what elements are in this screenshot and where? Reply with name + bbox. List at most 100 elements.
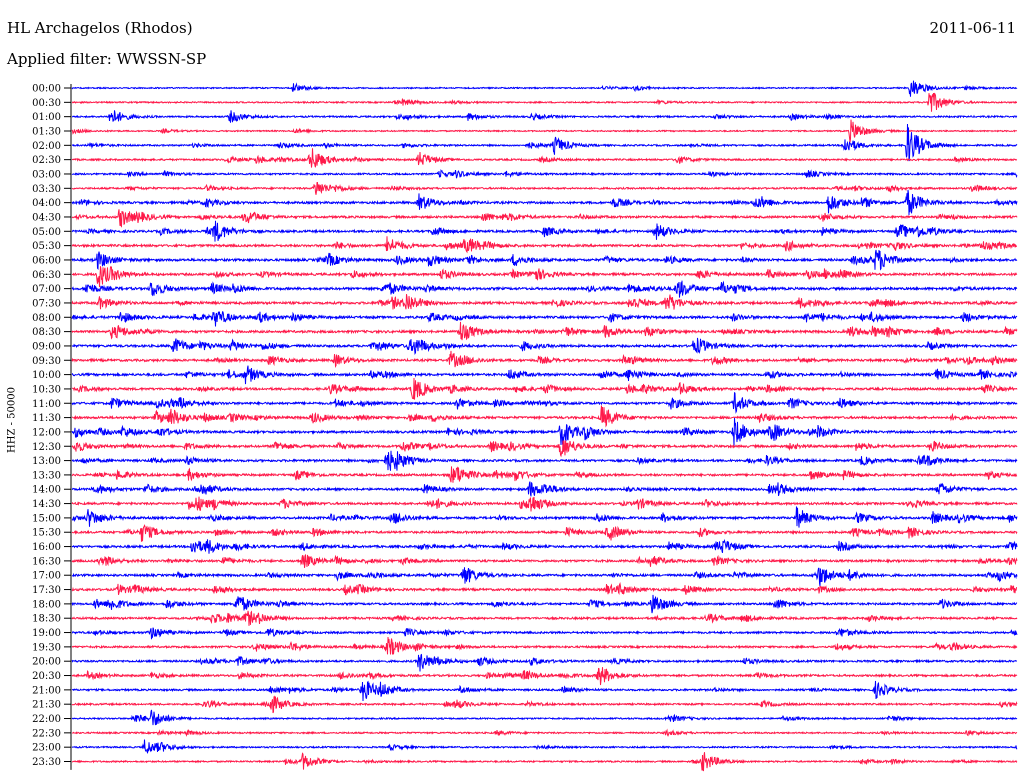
row-time-label: 21:00 — [32, 685, 61, 696]
seismogram-trace-0800 — [71, 311, 1018, 327]
row-time-label: 16:00 — [32, 542, 61, 553]
row-time-label: 07:30 — [32, 298, 61, 309]
row-time-label: 09:30 — [32, 356, 61, 367]
row-time-label: 05:30 — [32, 241, 61, 252]
seismogram-trace-0930 — [71, 350, 1018, 368]
seismogram-trace-1500 — [71, 506, 1018, 528]
seismogram-trace-1230 — [71, 440, 1018, 458]
seismogram-trace-0830 — [71, 321, 1018, 341]
seismogram-trace-1200 — [71, 417, 1018, 446]
row-time-label: 19:30 — [32, 642, 61, 653]
seismogram-trace-1830 — [71, 610, 1018, 626]
row-time-label: 20:00 — [32, 657, 61, 668]
seismogram-trace-2030 — [71, 667, 1018, 686]
row-time-label: 00:00 — [32, 84, 61, 95]
seismogram-trace-1000 — [71, 365, 1018, 385]
seismogram-trace-0200 — [71, 124, 1018, 162]
row-time-label: 01:00 — [32, 112, 61, 123]
row-time-label: 11:30 — [32, 413, 61, 424]
seismogram-trace-0530 — [71, 236, 1018, 254]
seismogram-trace-1900 — [71, 627, 1018, 640]
seismogram-trace-0730 — [71, 294, 1018, 310]
seismogram-trace-0000 — [71, 80, 1018, 97]
row-time-label: 18:30 — [32, 614, 61, 625]
seismogram-trace-2230 — [71, 728, 1018, 737]
seismogram-trace-0630 — [71, 265, 1018, 288]
row-time-label: 10:00 — [32, 370, 61, 381]
filter-label: Applied filter: WWSSN-SP — [7, 50, 207, 68]
row-time-label: 23:00 — [32, 743, 61, 754]
seismogram-trace-0700 — [71, 280, 1018, 298]
seismogram-trace-2130 — [71, 695, 1018, 714]
row-time-label: 11:00 — [32, 399, 61, 410]
seismogram-trace-1700 — [71, 567, 1018, 587]
date-label: 2011-06-11 — [929, 19, 1016, 37]
seismogram-trace-2300 — [71, 739, 1018, 754]
seismogram-trace-1430 — [71, 496, 1018, 512]
seismogram-trace-2100 — [71, 680, 1018, 702]
seismogram-trace-2000 — [71, 653, 1018, 672]
seismogram-trace-1930 — [71, 637, 1018, 655]
row-time-label: 07:00 — [32, 284, 61, 295]
row-time-label: 03:00 — [32, 169, 61, 180]
row-time-label: 16:30 — [32, 556, 61, 567]
row-time-label: 06:00 — [32, 255, 61, 266]
seismogram-trace-0030 — [71, 92, 1018, 112]
seismogram-trace-1100 — [71, 391, 1018, 414]
row-time-label: 08:30 — [32, 327, 61, 338]
row-time-label: 18:00 — [32, 599, 61, 610]
seismogram-trace-0230 — [71, 148, 1018, 168]
row-time-label: 20:30 — [32, 671, 61, 682]
seismogram-trace-1600 — [71, 538, 1018, 554]
row-time-label: 09:00 — [32, 341, 61, 352]
row-time-label: 14:00 — [32, 485, 61, 496]
row-time-label: 21:30 — [32, 700, 61, 711]
row-time-label: 00:30 — [32, 98, 61, 109]
row-time-label: 12:00 — [32, 427, 61, 438]
row-time-label: 02:30 — [32, 155, 61, 166]
row-time-label: 22:00 — [32, 714, 61, 725]
seismogram-trace-1330 — [71, 466, 1018, 483]
seismogram-trace-0600 — [71, 249, 1018, 271]
row-time-label: 05:00 — [32, 227, 61, 238]
row-time-label: 04:00 — [32, 198, 61, 209]
row-time-label: 15:00 — [32, 513, 61, 524]
row-time-label: 17:30 — [32, 585, 61, 596]
row-time-label: 19:00 — [32, 628, 61, 639]
row-time-label: 04:30 — [32, 212, 61, 223]
seismogram-trace-1030 — [71, 377, 1018, 400]
seismogram-trace-2200 — [71, 709, 1018, 726]
seismogram-trace-1400 — [71, 481, 1018, 497]
seismogram-trace-1730 — [71, 582, 1018, 596]
seismogram-trace-1300 — [71, 450, 1018, 471]
row-time-label: 08:00 — [32, 313, 61, 324]
seismogram-trace-0500 — [71, 220, 1018, 242]
seismogram-trace-1630 — [71, 554, 1018, 568]
row-time-label: 01:30 — [32, 126, 61, 137]
seismogram-trace-0430 — [71, 209, 1018, 228]
station-title: HL Archagelos (Rhodos) — [7, 19, 193, 37]
row-time-label: 14:30 — [32, 499, 61, 510]
row-time-label: 12:30 — [32, 442, 61, 453]
row-time-label: 10:30 — [32, 384, 61, 395]
row-time-label: 03:30 — [32, 184, 61, 195]
seismogram-trace-2330 — [71, 752, 1018, 772]
row-time-label: 22:30 — [32, 728, 61, 739]
seismogram-trace-0100 — [71, 110, 1018, 123]
seismogram-trace-1530 — [71, 524, 1018, 542]
row-time-label: 23:30 — [32, 757, 61, 768]
row-time-label: 17:00 — [32, 571, 61, 582]
seismogram-trace-0900 — [71, 337, 1018, 356]
row-time-label: 15:30 — [32, 528, 61, 539]
seismogram-trace-0330 — [71, 182, 1018, 195]
seismogram-trace-0400 — [71, 189, 1018, 216]
row-time-label: 06:30 — [32, 270, 61, 281]
seismogram-trace-0300 — [71, 169, 1018, 179]
seismogram-trace-0130 — [71, 119, 1018, 143]
row-time-label: 13:30 — [32, 470, 61, 481]
row-time-label: 13:00 — [32, 456, 61, 467]
row-time-label: 02:00 — [32, 141, 61, 152]
seismogram-trace-1130 — [71, 405, 1018, 428]
seismogram-trace-1800 — [71, 594, 1018, 614]
